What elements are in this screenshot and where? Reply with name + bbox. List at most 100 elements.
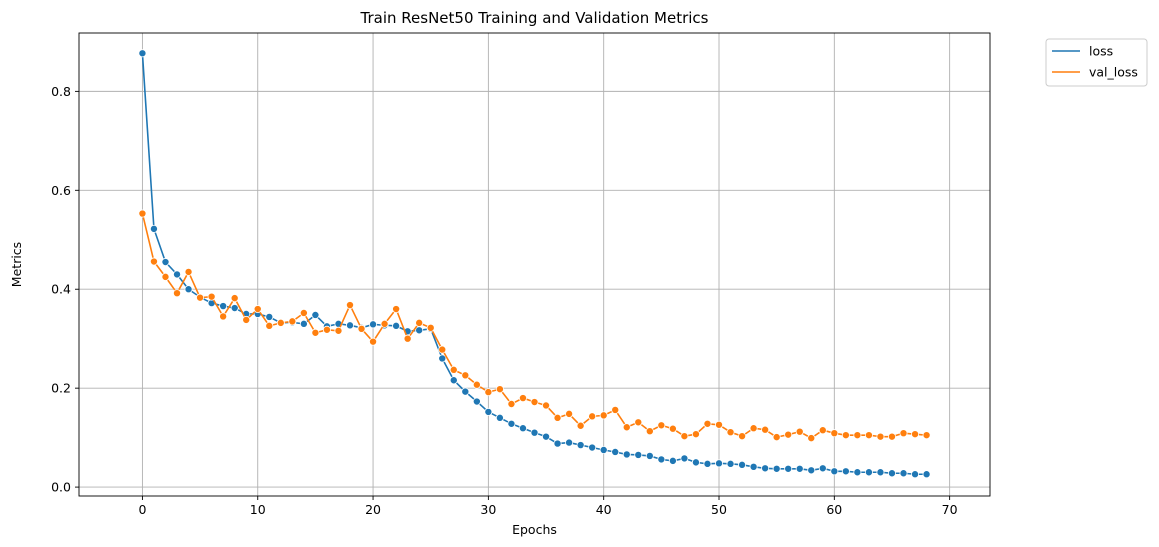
x-tick-label: 60 <box>826 502 842 517</box>
loss-point <box>657 455 666 464</box>
val-loss-point <box>680 432 689 441</box>
loss-point <box>761 464 770 473</box>
loss-point <box>749 462 758 471</box>
loss-point <box>668 456 677 465</box>
loss-point <box>553 439 562 448</box>
val-loss-point <box>853 431 862 440</box>
loss-point <box>149 224 158 233</box>
val-loss-point <box>634 418 643 427</box>
val-loss-point <box>461 371 470 380</box>
val-loss-point <box>761 425 770 434</box>
loss-point <box>461 387 470 396</box>
loss-point <box>173 270 182 279</box>
loss-point <box>565 438 574 447</box>
loss-point <box>899 469 908 478</box>
loss-point <box>634 450 643 459</box>
val-loss-point <box>657 421 666 430</box>
val-loss-point <box>703 419 712 428</box>
val-loss-point <box>322 325 331 334</box>
val-loss-point <box>149 257 158 266</box>
val-loss-point <box>311 328 320 337</box>
val-loss-point <box>818 426 827 435</box>
loss-point <box>864 468 873 477</box>
loss-point <box>599 445 608 454</box>
val-loss-point <box>530 398 539 407</box>
val-loss-point <box>599 411 608 420</box>
loss-point <box>830 467 839 476</box>
loss-point <box>818 464 827 473</box>
legend-label-loss: loss <box>1089 44 1113 59</box>
x-axis-label: Epochs <box>512 522 557 537</box>
x-tick-label: 40 <box>596 502 612 517</box>
val-loss-point <box>611 405 620 414</box>
val-loss-point <box>772 433 781 442</box>
loss-point <box>691 458 700 467</box>
val-loss-point <box>219 312 228 321</box>
val-loss-point <box>726 428 735 437</box>
val-loss-point <box>184 267 193 276</box>
val-loss-point <box>668 424 677 433</box>
loss-point <box>922 470 931 479</box>
val-loss-point <box>345 301 354 310</box>
loss-point <box>645 451 654 460</box>
val-loss-point <box>830 429 839 438</box>
val-loss-point <box>507 399 516 408</box>
loss-point <box>161 258 170 267</box>
plot-area-frame <box>78 32 991 497</box>
loss-point <box>911 470 920 479</box>
loss-point <box>703 459 712 468</box>
val-loss-point <box>876 432 885 441</box>
val-loss-point <box>357 324 366 333</box>
x-tick-label: 0 <box>138 502 146 517</box>
val-loss-point <box>841 431 850 440</box>
val-loss-point <box>403 334 412 343</box>
loss-point <box>680 454 689 463</box>
loss-point <box>484 407 493 416</box>
x-tick-label: 70 <box>942 502 958 517</box>
loss-line <box>141 53 927 476</box>
loss-point <box>345 321 354 330</box>
val-loss-point <box>807 434 816 443</box>
loss-point <box>449 376 458 385</box>
val-loss-point <box>334 326 343 335</box>
loss-point <box>507 419 516 428</box>
val-loss-point <box>864 431 873 440</box>
loss-point <box>438 354 447 363</box>
loss-point <box>415 326 424 335</box>
val-loss-point <box>645 427 654 436</box>
grid-lines <box>79 33 990 496</box>
val-loss-point <box>369 337 378 346</box>
loss-point <box>530 428 539 437</box>
val-loss-point <box>484 388 493 397</box>
val-loss-point <box>795 427 804 436</box>
y-tick-label: 0.6 <box>51 183 71 198</box>
val-loss-point <box>749 424 758 433</box>
val-loss-point <box>230 294 239 303</box>
loss-point <box>738 460 747 469</box>
loss-point <box>887 469 896 478</box>
loss-point <box>853 468 862 477</box>
val-loss-point <box>392 305 401 314</box>
val-loss-point <box>253 305 262 314</box>
series-val-loss <box>138 209 931 443</box>
val-loss-point <box>715 420 724 429</box>
loss-point <box>715 459 724 468</box>
val-loss-point <box>173 289 182 298</box>
loss-point <box>495 413 504 422</box>
series-loss <box>138 49 931 479</box>
val-loss-point <box>276 318 285 327</box>
loss-point <box>184 285 193 294</box>
val-loss-point <box>415 318 424 327</box>
chart-title: Train ResNet50 Training and Validation M… <box>360 9 709 27</box>
val-loss-point <box>922 431 931 440</box>
val-loss-point <box>691 430 700 439</box>
val-loss-point <box>738 432 747 441</box>
loss-point <box>772 464 781 473</box>
loss-point <box>369 320 378 329</box>
x-tick-label: 20 <box>365 502 381 517</box>
val-loss-point <box>622 423 631 432</box>
val-loss-point <box>899 429 908 438</box>
val-loss-point <box>472 380 481 389</box>
val-loss-point <box>565 409 574 418</box>
val-loss-point <box>887 432 896 441</box>
